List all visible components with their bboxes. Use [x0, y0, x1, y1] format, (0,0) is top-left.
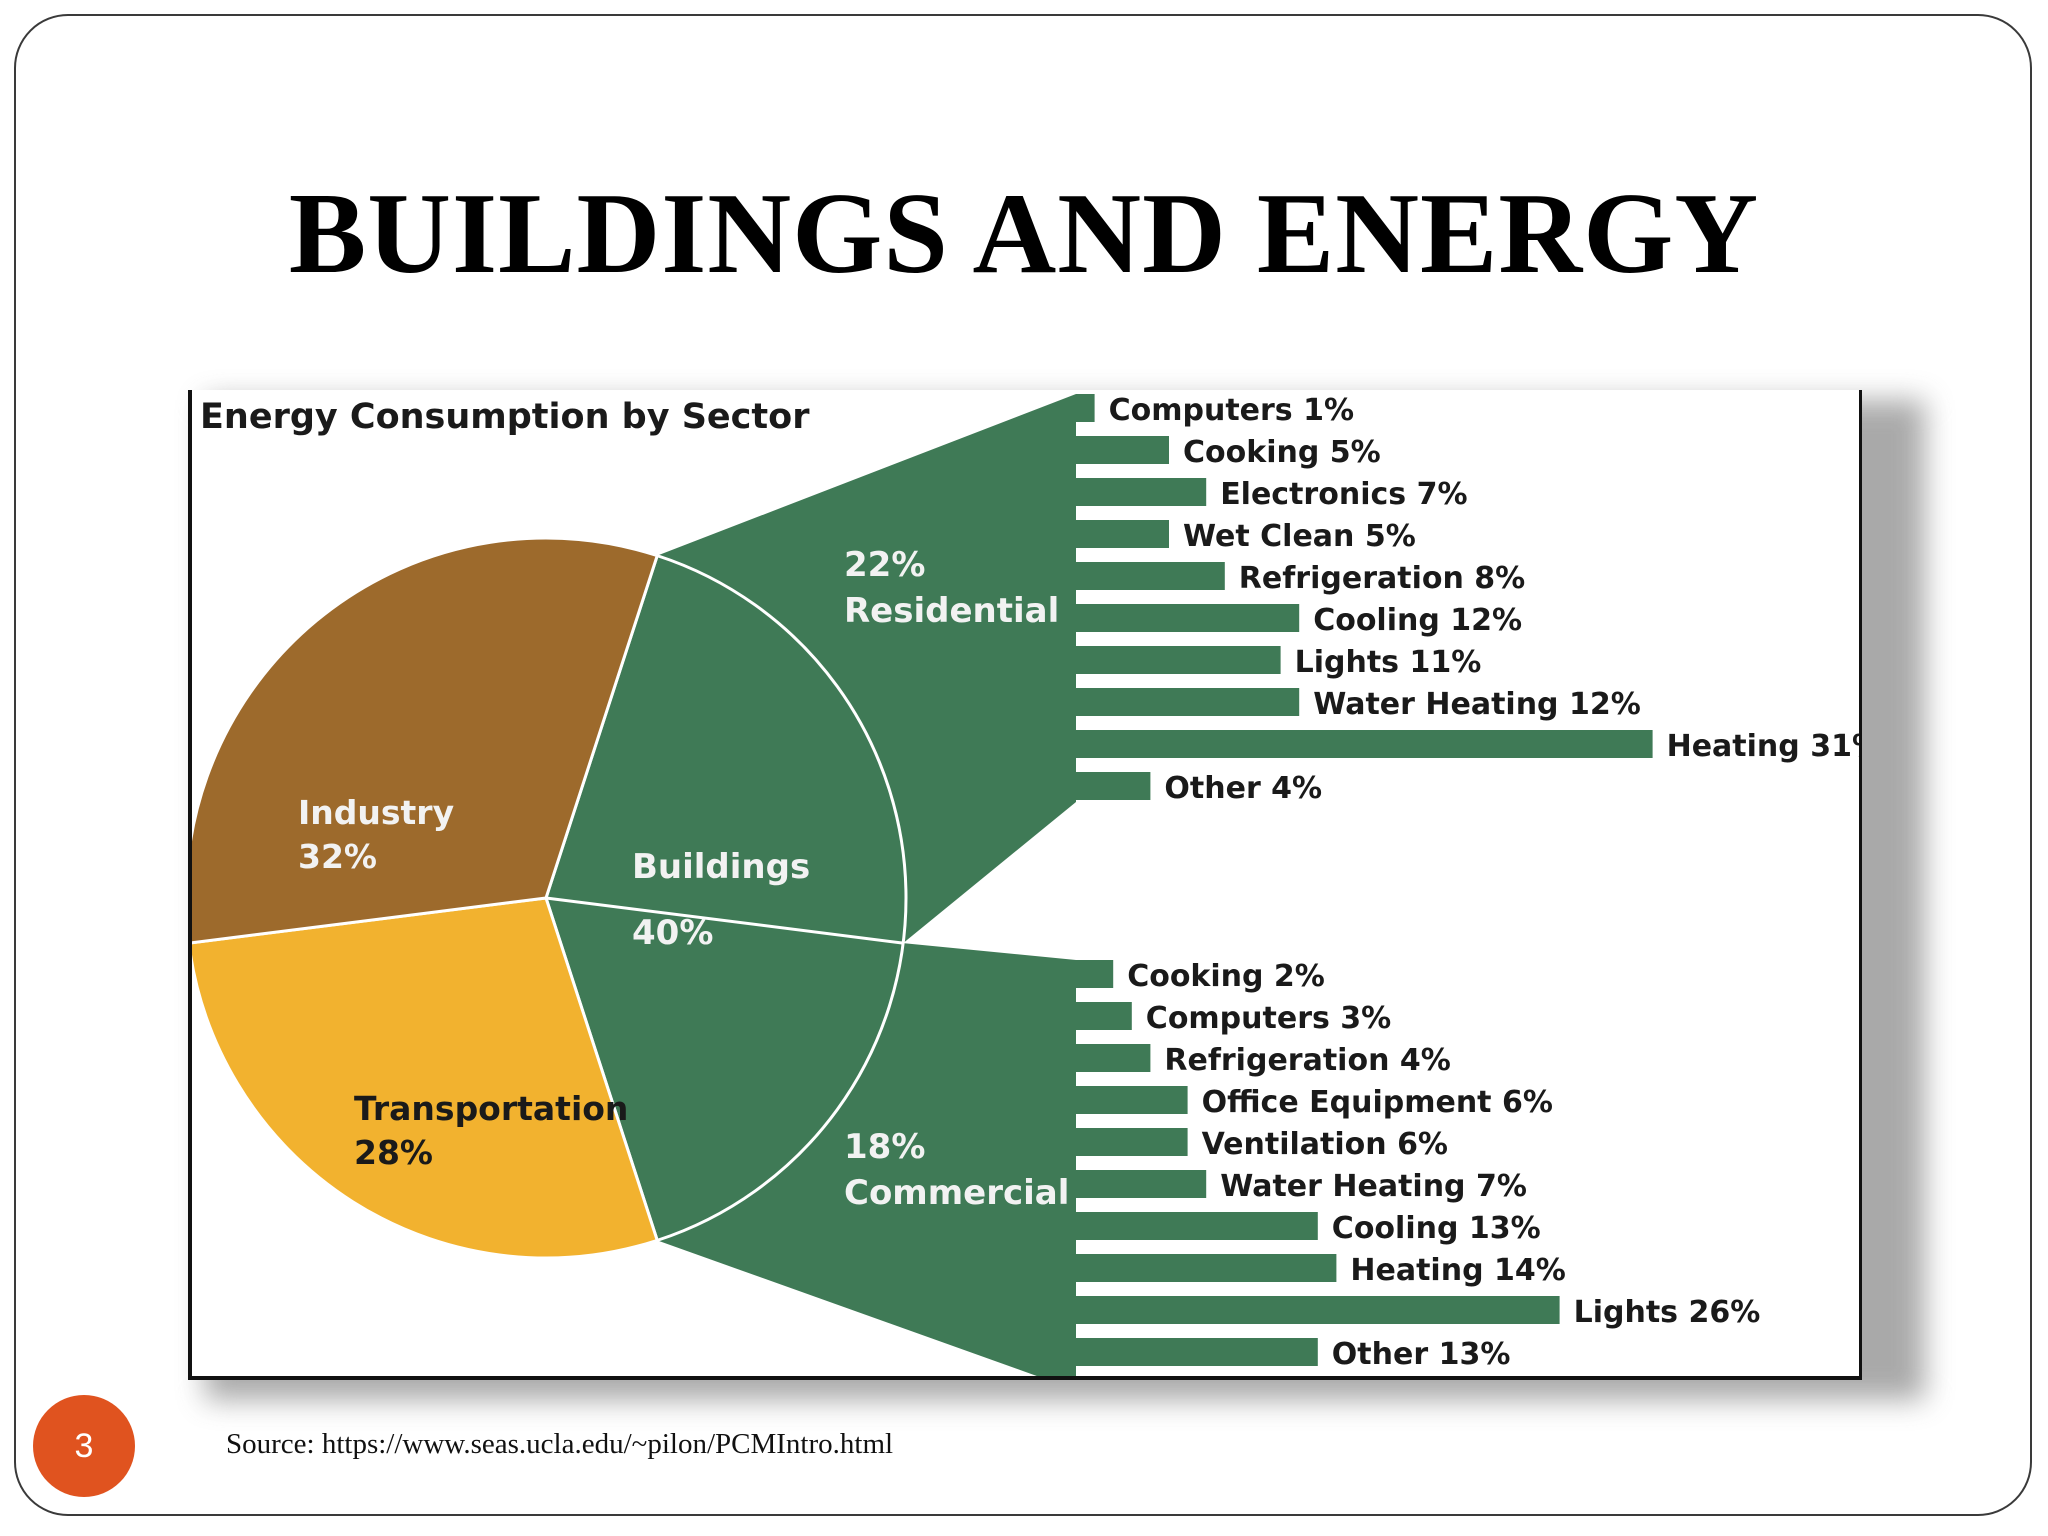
commercial-bar-label: Refrigeration 4% [1164, 1043, 1450, 1078]
commercial-bar [1076, 1128, 1188, 1156]
residential-label: Residential [844, 591, 1059, 631]
residential-bars: Computers 1% Cooking 5% Electronics 7% Wet … [1076, 393, 1862, 806]
residential-bar-label: Water Heating 12% [1313, 687, 1641, 722]
pie-slice-transportation [192, 896, 660, 1260]
commercial-bar [1076, 1170, 1207, 1198]
residential-bar-label: Computers 1% [1109, 393, 1354, 428]
commercial-bar [1076, 1296, 1560, 1324]
commercial-bar [1076, 1254, 1337, 1282]
commercial-value-label: 18% [844, 1127, 925, 1167]
buildings-value-label: 40% [632, 913, 713, 953]
commercial-bar-label: Heating 14% [1350, 1253, 1565, 1288]
transportation-value-label: 28% [354, 1133, 433, 1172]
residential-commercial-divider [545, 896, 904, 945]
residential-bar [1076, 772, 1151, 800]
commercial-bar-label: Cooling 13% [1332, 1211, 1541, 1246]
residential-bar-label: Wet Clean 5% [1183, 519, 1416, 554]
commercial-funnel [657, 943, 1076, 1376]
transportation-label: Transportation [354, 1089, 628, 1128]
residential-value-label: 22% [844, 545, 925, 585]
residential-funnel [657, 394, 1076, 944]
residential-bar-label: Other 4% [1164, 771, 1322, 806]
pie-slice-industry [192, 536, 660, 945]
residential-bar-label: Refrigeration 8% [1239, 561, 1525, 596]
commercial-bar [1076, 1044, 1151, 1072]
residential-bar [1076, 520, 1169, 548]
commercial-bar [1076, 1212, 1318, 1240]
residential-bar [1076, 730, 1653, 758]
commercial-bar-label: Cooking 2% [1127, 959, 1325, 994]
commercial-bar [1076, 960, 1114, 988]
commercial-bar-label: Office Equipment 6% [1202, 1085, 1553, 1120]
industry-label: Industry [298, 793, 454, 832]
residential-bar-label: Heating 31% [1667, 729, 1862, 764]
residential-bar [1076, 688, 1300, 716]
residential-bar [1076, 436, 1169, 464]
pie-layer [192, 394, 1076, 1376]
pie-slice-buildings [544, 553, 908, 1243]
energy-chart: Energy Consumption by Sector Computers 1… [192, 393, 1862, 1376]
commercial-bar [1076, 1002, 1132, 1030]
buildings-label: Buildings [632, 847, 810, 887]
residential-bar-label: Lights 11% [1295, 645, 1482, 680]
residential-bar-label: Cooking 5% [1183, 435, 1381, 470]
residential-bar [1076, 562, 1225, 590]
commercial-bar-label: Other 13% [1332, 1337, 1511, 1372]
commercial-label: Commercial [844, 1173, 1069, 1213]
slide-title: BUILDINGS AND ENERGY [288, 170, 1760, 298]
commercial-bar [1076, 1338, 1318, 1366]
chart-panel: Energy Consumption by Sector Computers 1… [188, 390, 1862, 1380]
pie-labels: Industry 32% Transportation 28% Building… [298, 545, 1069, 1213]
page-number-badge: 3 [33, 1395, 135, 1497]
residential-bar [1076, 394, 1095, 422]
commercial-bar-label: Ventilation 6% [1202, 1127, 1448, 1162]
commercial-bar [1076, 1086, 1188, 1114]
commercial-bar-label: Computers 3% [1146, 1001, 1391, 1036]
residential-bar-label: Cooling 12% [1313, 603, 1522, 638]
chart-title: Energy Consumption by Sector [200, 397, 810, 437]
residential-bar-label: Electronics 7% [1220, 477, 1467, 512]
residential-bar [1076, 478, 1207, 506]
commercial-bar-label: Water Heating 7% [1220, 1169, 1527, 1204]
residential-bar [1076, 604, 1300, 632]
residential-bar [1076, 646, 1281, 674]
source-note: Source: https://www.seas.ucla.edu/~pilon… [226, 1428, 894, 1460]
commercial-bars: Cooking 2% Computers 3% Refrigeration 4% Of… [1076, 959, 1760, 1372]
industry-value-label: 32% [298, 837, 377, 876]
commercial-bar-label: Lights 26% [1574, 1295, 1761, 1330]
